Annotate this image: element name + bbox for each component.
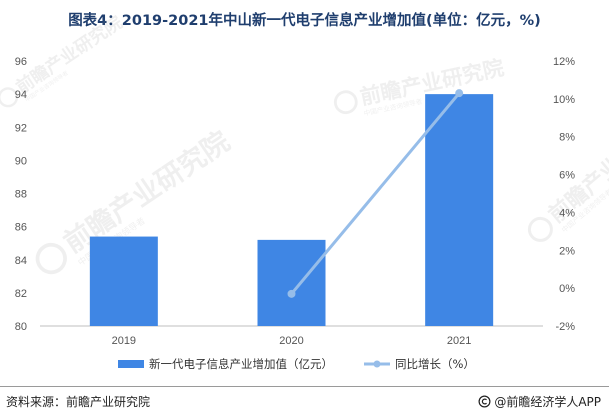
right-tick-label: 2% bbox=[559, 245, 575, 257]
line-series bbox=[287, 89, 464, 298]
right-axis-ticks: -2% 0% 2% 4% 6% 8% 10% 12% bbox=[553, 56, 575, 333]
legend-bar-swatch bbox=[118, 360, 144, 368]
watermark-logo-icon bbox=[0, 87, 19, 108]
left-axis-ticks: 80 82 84 86 88 90 92 94 96 bbox=[15, 56, 27, 333]
legend: 新一代电子信息产业增加值（亿元） 同比增长（%） bbox=[118, 357, 475, 371]
bar-2019 bbox=[89, 236, 158, 326]
growth-point-2021 bbox=[455, 89, 464, 98]
bar-2020 bbox=[257, 239, 326, 326]
x-tick-label: 2019 bbox=[112, 335, 136, 347]
left-tick-label: 92 bbox=[15, 122, 27, 134]
legend-line-label: 同比增长（%） bbox=[395, 357, 475, 371]
right-tick-label: 8% bbox=[559, 132, 575, 144]
watermark-main: 前瞻产业研究院 bbox=[544, 109, 609, 228]
chart-title: 图表4：2019-2021年中山新一代电子信息产业增加值(单位：亿元，%) bbox=[68, 13, 541, 29]
left-tick-label: 84 bbox=[15, 255, 27, 267]
brand-credit: @前瞻经济学人APP bbox=[478, 393, 601, 410]
source-note: 资料来源：前瞻产业研究院 bbox=[6, 395, 151, 409]
right-tick-label: 10% bbox=[553, 94, 575, 106]
right-tick-label: 0% bbox=[559, 283, 575, 295]
copyright-icon bbox=[478, 395, 491, 408]
right-tick-label: -2% bbox=[555, 321, 575, 333]
x-tick-label: 2021 bbox=[447, 335, 471, 347]
left-tick-label: 90 bbox=[15, 155, 27, 167]
legend-bar-label: 新一代电子信息产业增加值（亿元） bbox=[149, 357, 333, 371]
growth-line bbox=[290, 92, 461, 295]
footer-rule bbox=[0, 386, 609, 387]
growth-point-2020 bbox=[287, 289, 296, 298]
brand-label: @前瞻经济学人APP bbox=[494, 395, 601, 409]
watermark-logo-icon bbox=[35, 242, 67, 275]
left-tick-label: 88 bbox=[15, 189, 27, 201]
right-tick-label: 6% bbox=[559, 170, 575, 182]
bar-series bbox=[89, 94, 494, 326]
left-tick-label: 94 bbox=[15, 89, 27, 101]
x-axis-ticks: 2019 2020 2021 bbox=[112, 335, 472, 347]
right-tick-label: 12% bbox=[553, 56, 575, 68]
bar-2021 bbox=[425, 94, 494, 326]
watermark-logo-icon bbox=[333, 90, 358, 115]
chart: 前瞻产业研究院中国产业咨询领导者前瞻产业研究院中国产业咨询领导者前瞻产业研究院中… bbox=[0, 12, 609, 371]
watermark-main: 前瞻产业研究院 bbox=[12, 12, 126, 99]
x-tick-label: 2020 bbox=[279, 335, 303, 347]
watermark-logo-icon bbox=[527, 216, 553, 242]
legend-line-marker bbox=[373, 360, 381, 368]
left-tick-label: 82 bbox=[15, 288, 27, 300]
left-tick-label: 86 bbox=[15, 222, 27, 234]
right-tick-label: 4% bbox=[559, 207, 575, 219]
left-tick-label: 80 bbox=[15, 321, 27, 333]
left-tick-label: 96 bbox=[15, 56, 27, 68]
